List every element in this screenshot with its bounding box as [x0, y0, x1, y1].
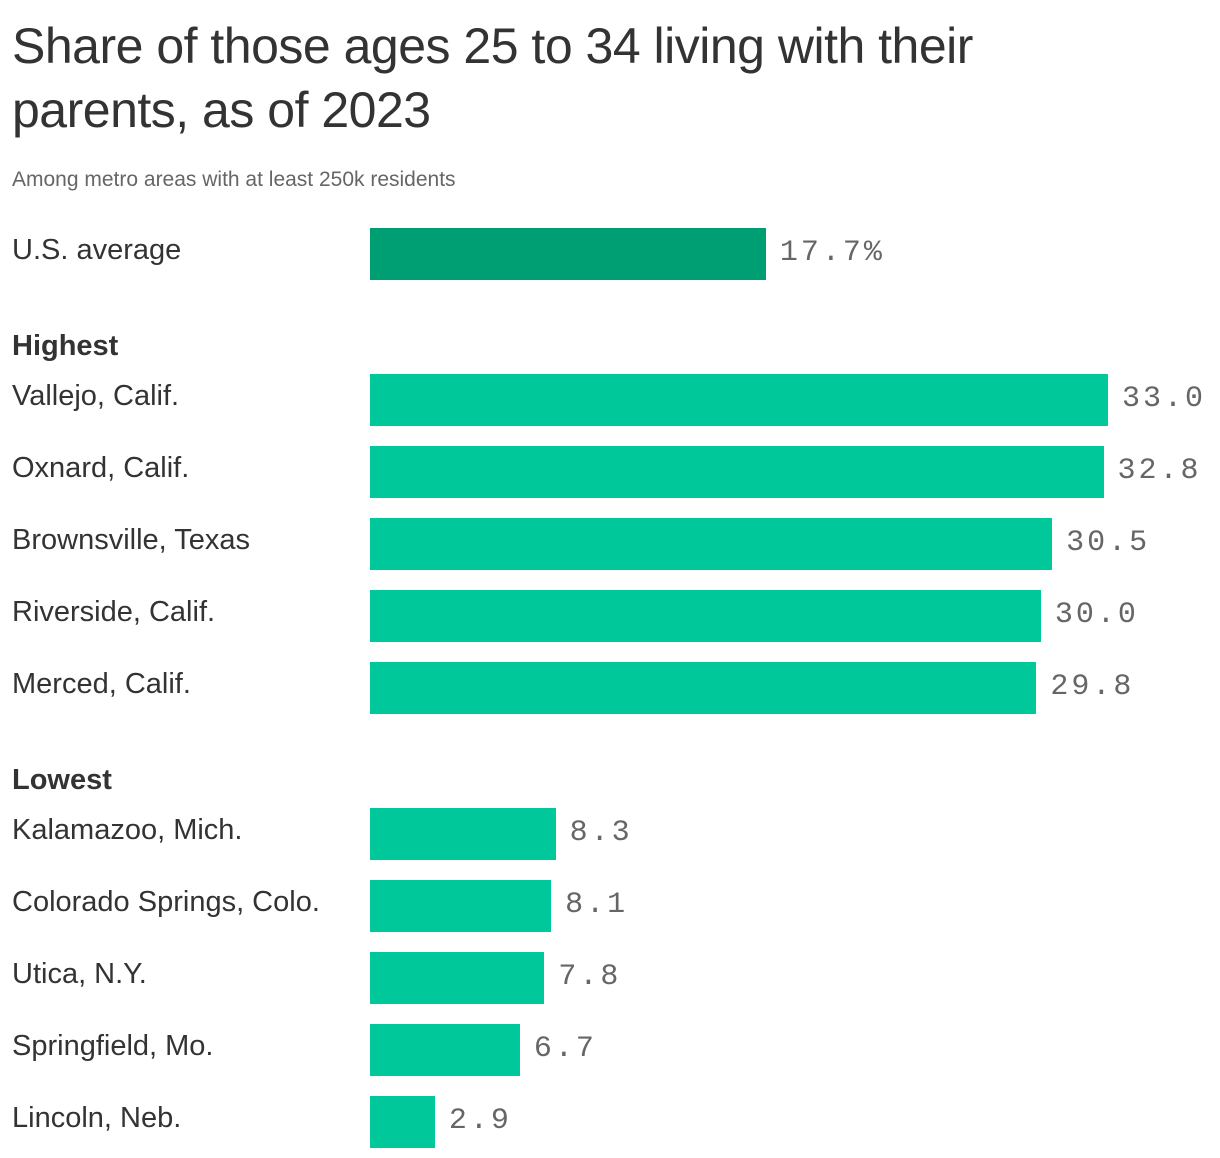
- category-label: U.S. average: [12, 234, 182, 266]
- bar: [370, 662, 1037, 714]
- category-label: Lincoln, Neb.: [12, 1102, 182, 1134]
- category-label: Utica, N.Y.: [12, 958, 147, 990]
- bar: [370, 518, 1053, 570]
- bar: [370, 1024, 520, 1076]
- group-label: Highest: [12, 330, 119, 362]
- bar: [370, 808, 556, 860]
- bar: [370, 374, 1108, 426]
- data-label: 2.9: [448, 1104, 512, 1138]
- category-label: Springfield, Mo.: [12, 1030, 214, 1062]
- category-label: Colorado Springs, Colo.: [12, 886, 320, 918]
- bar: [370, 1096, 435, 1148]
- bar: [370, 880, 552, 932]
- data-label: 7.8: [558, 960, 622, 994]
- category-label: Vallejo, Calif.: [12, 380, 180, 412]
- data-label: 8.3: [569, 816, 633, 850]
- chart-title: Share of those ages 25 to 34 living with…: [12, 18, 973, 138]
- data-label: 6.7: [533, 1032, 597, 1066]
- data-label: 17.7%: [779, 236, 885, 270]
- data-label: 8.1: [565, 888, 629, 922]
- chart-subtitle: Among metro areas with at least 250k res…: [12, 168, 456, 191]
- data-label: 32.8: [1117, 454, 1202, 488]
- bar: [370, 590, 1041, 642]
- category-label: Riverside, Calif.: [12, 596, 216, 628]
- bar: [370, 952, 545, 1004]
- category-label: Kalamazoo, Mich.: [12, 814, 243, 846]
- bar: [370, 446, 1104, 498]
- bar: [370, 228, 766, 280]
- data-label: 30.0: [1054, 598, 1139, 632]
- data-label: 29.8: [1050, 670, 1135, 704]
- category-label: Merced, Calif.: [12, 668, 191, 700]
- data-label: 30.5: [1066, 526, 1151, 560]
- data-label: 33.0: [1122, 382, 1207, 416]
- category-label: Brownsville, Texas: [12, 524, 251, 556]
- category-label: Oxnard, Calif.: [12, 452, 190, 484]
- group-label: Lowest: [12, 764, 112, 796]
